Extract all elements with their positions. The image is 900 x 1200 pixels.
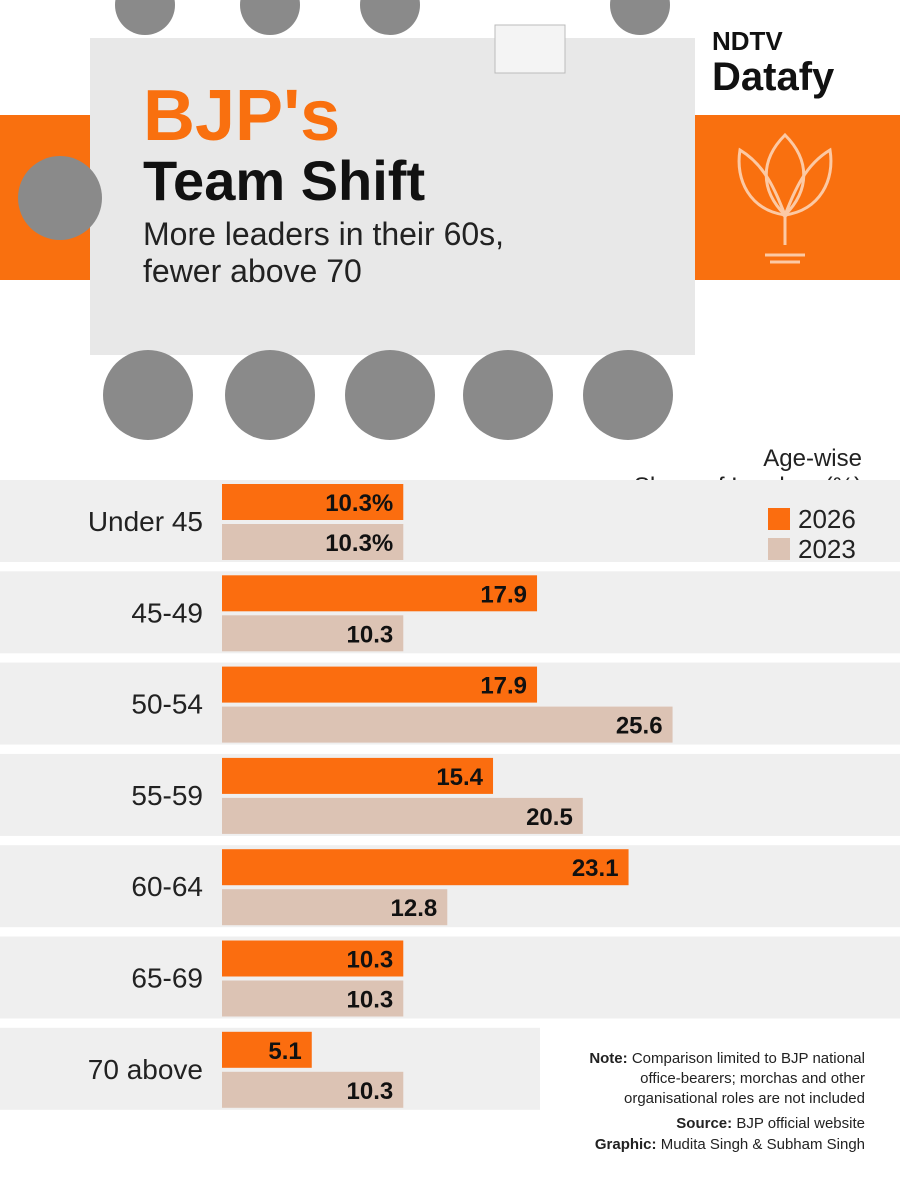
value-label: 17.9 <box>480 673 527 700</box>
person <box>345 350 435 440</box>
note-text: office-bearers; morchas and other <box>640 1070 865 1087</box>
brand-logo: NDTV <box>712 26 783 56</box>
bar <box>222 524 404 560</box>
bar <box>222 615 404 652</box>
person <box>225 350 315 440</box>
bar <box>222 757 494 794</box>
person <box>360 0 420 35</box>
note: Note: Comparison limited to BJP national <box>589 1050 865 1067</box>
value-label: 10.3% <box>325 530 393 557</box>
value-label: 23.1 <box>572 855 619 882</box>
category-label: 70 above <box>88 1054 203 1085</box>
category-label: 65-69 <box>131 963 203 994</box>
value-label: 25.6 <box>616 713 663 740</box>
credit-label: Graphic: <box>595 1136 657 1153</box>
chart-title: BJP's <box>143 76 340 156</box>
person <box>18 156 102 240</box>
category-label: 45-49 <box>131 597 203 628</box>
bar <box>222 940 404 977</box>
bar <box>222 1071 404 1108</box>
chart-subtitle: fewer above 70 <box>143 253 362 289</box>
person <box>463 350 553 440</box>
value-label: 10.3 <box>347 621 394 648</box>
brand-logo: Datafy <box>712 55 835 99</box>
value-label: 15.4 <box>436 764 483 791</box>
bar <box>222 706 673 743</box>
bar <box>222 484 404 520</box>
source: Source: BJP official website <box>676 1115 865 1132</box>
legend-swatch <box>768 508 790 530</box>
value-label: 17.9 <box>480 581 527 608</box>
credit-text: Mudita Singh & Subham Singh <box>661 1136 865 1153</box>
person <box>583 350 673 440</box>
bar <box>222 575 538 612</box>
value-label: 10.3 <box>347 987 394 1014</box>
value-label: 20.5 <box>526 804 573 831</box>
table-photo <box>90 38 695 355</box>
note-label: Note: <box>589 1050 627 1067</box>
chart-title: Team Shift <box>143 149 425 212</box>
value-label: 12.8 <box>391 895 438 922</box>
category-label: 60-64 <box>131 871 203 902</box>
category-label: 55-59 <box>131 780 203 811</box>
value-label: 10.3 <box>347 947 394 974</box>
value-label: 10.3 <box>347 1078 394 1105</box>
source-text: BJP official website <box>736 1115 865 1132</box>
person <box>240 0 300 35</box>
bar <box>222 849 629 886</box>
people-photo <box>18 0 673 440</box>
bar <box>222 797 583 834</box>
lotus-icon <box>737 132 833 264</box>
value-label: 5.1 <box>268 1038 301 1065</box>
legend-label: 2023 <box>798 534 856 564</box>
bar <box>222 889 448 926</box>
laptop <box>494 24 566 74</box>
row-background <box>0 480 900 562</box>
bar <box>222 980 404 1017</box>
legend-title: Age-wise <box>763 445 862 472</box>
person <box>103 350 193 440</box>
person <box>115 0 175 35</box>
note-text: organisational roles are not included <box>624 1090 865 1107</box>
bar <box>222 666 538 703</box>
person <box>610 0 670 35</box>
credit: Graphic: Mudita Singh & Subham Singh <box>595 1136 865 1153</box>
row-background <box>0 936 900 1019</box>
category-label: Under 45 <box>88 506 203 537</box>
note-text: Comparison limited to BJP national <box>632 1050 865 1067</box>
legend-swatch <box>768 538 790 560</box>
bar <box>222 1031 312 1068</box>
chart-subtitle: More leaders in their 60s, <box>143 216 504 252</box>
source-label: Source: <box>676 1115 732 1132</box>
category-label: 50-54 <box>131 689 203 720</box>
value-label: 10.3% <box>325 490 393 517</box>
legend-label: 2026 <box>798 504 856 534</box>
